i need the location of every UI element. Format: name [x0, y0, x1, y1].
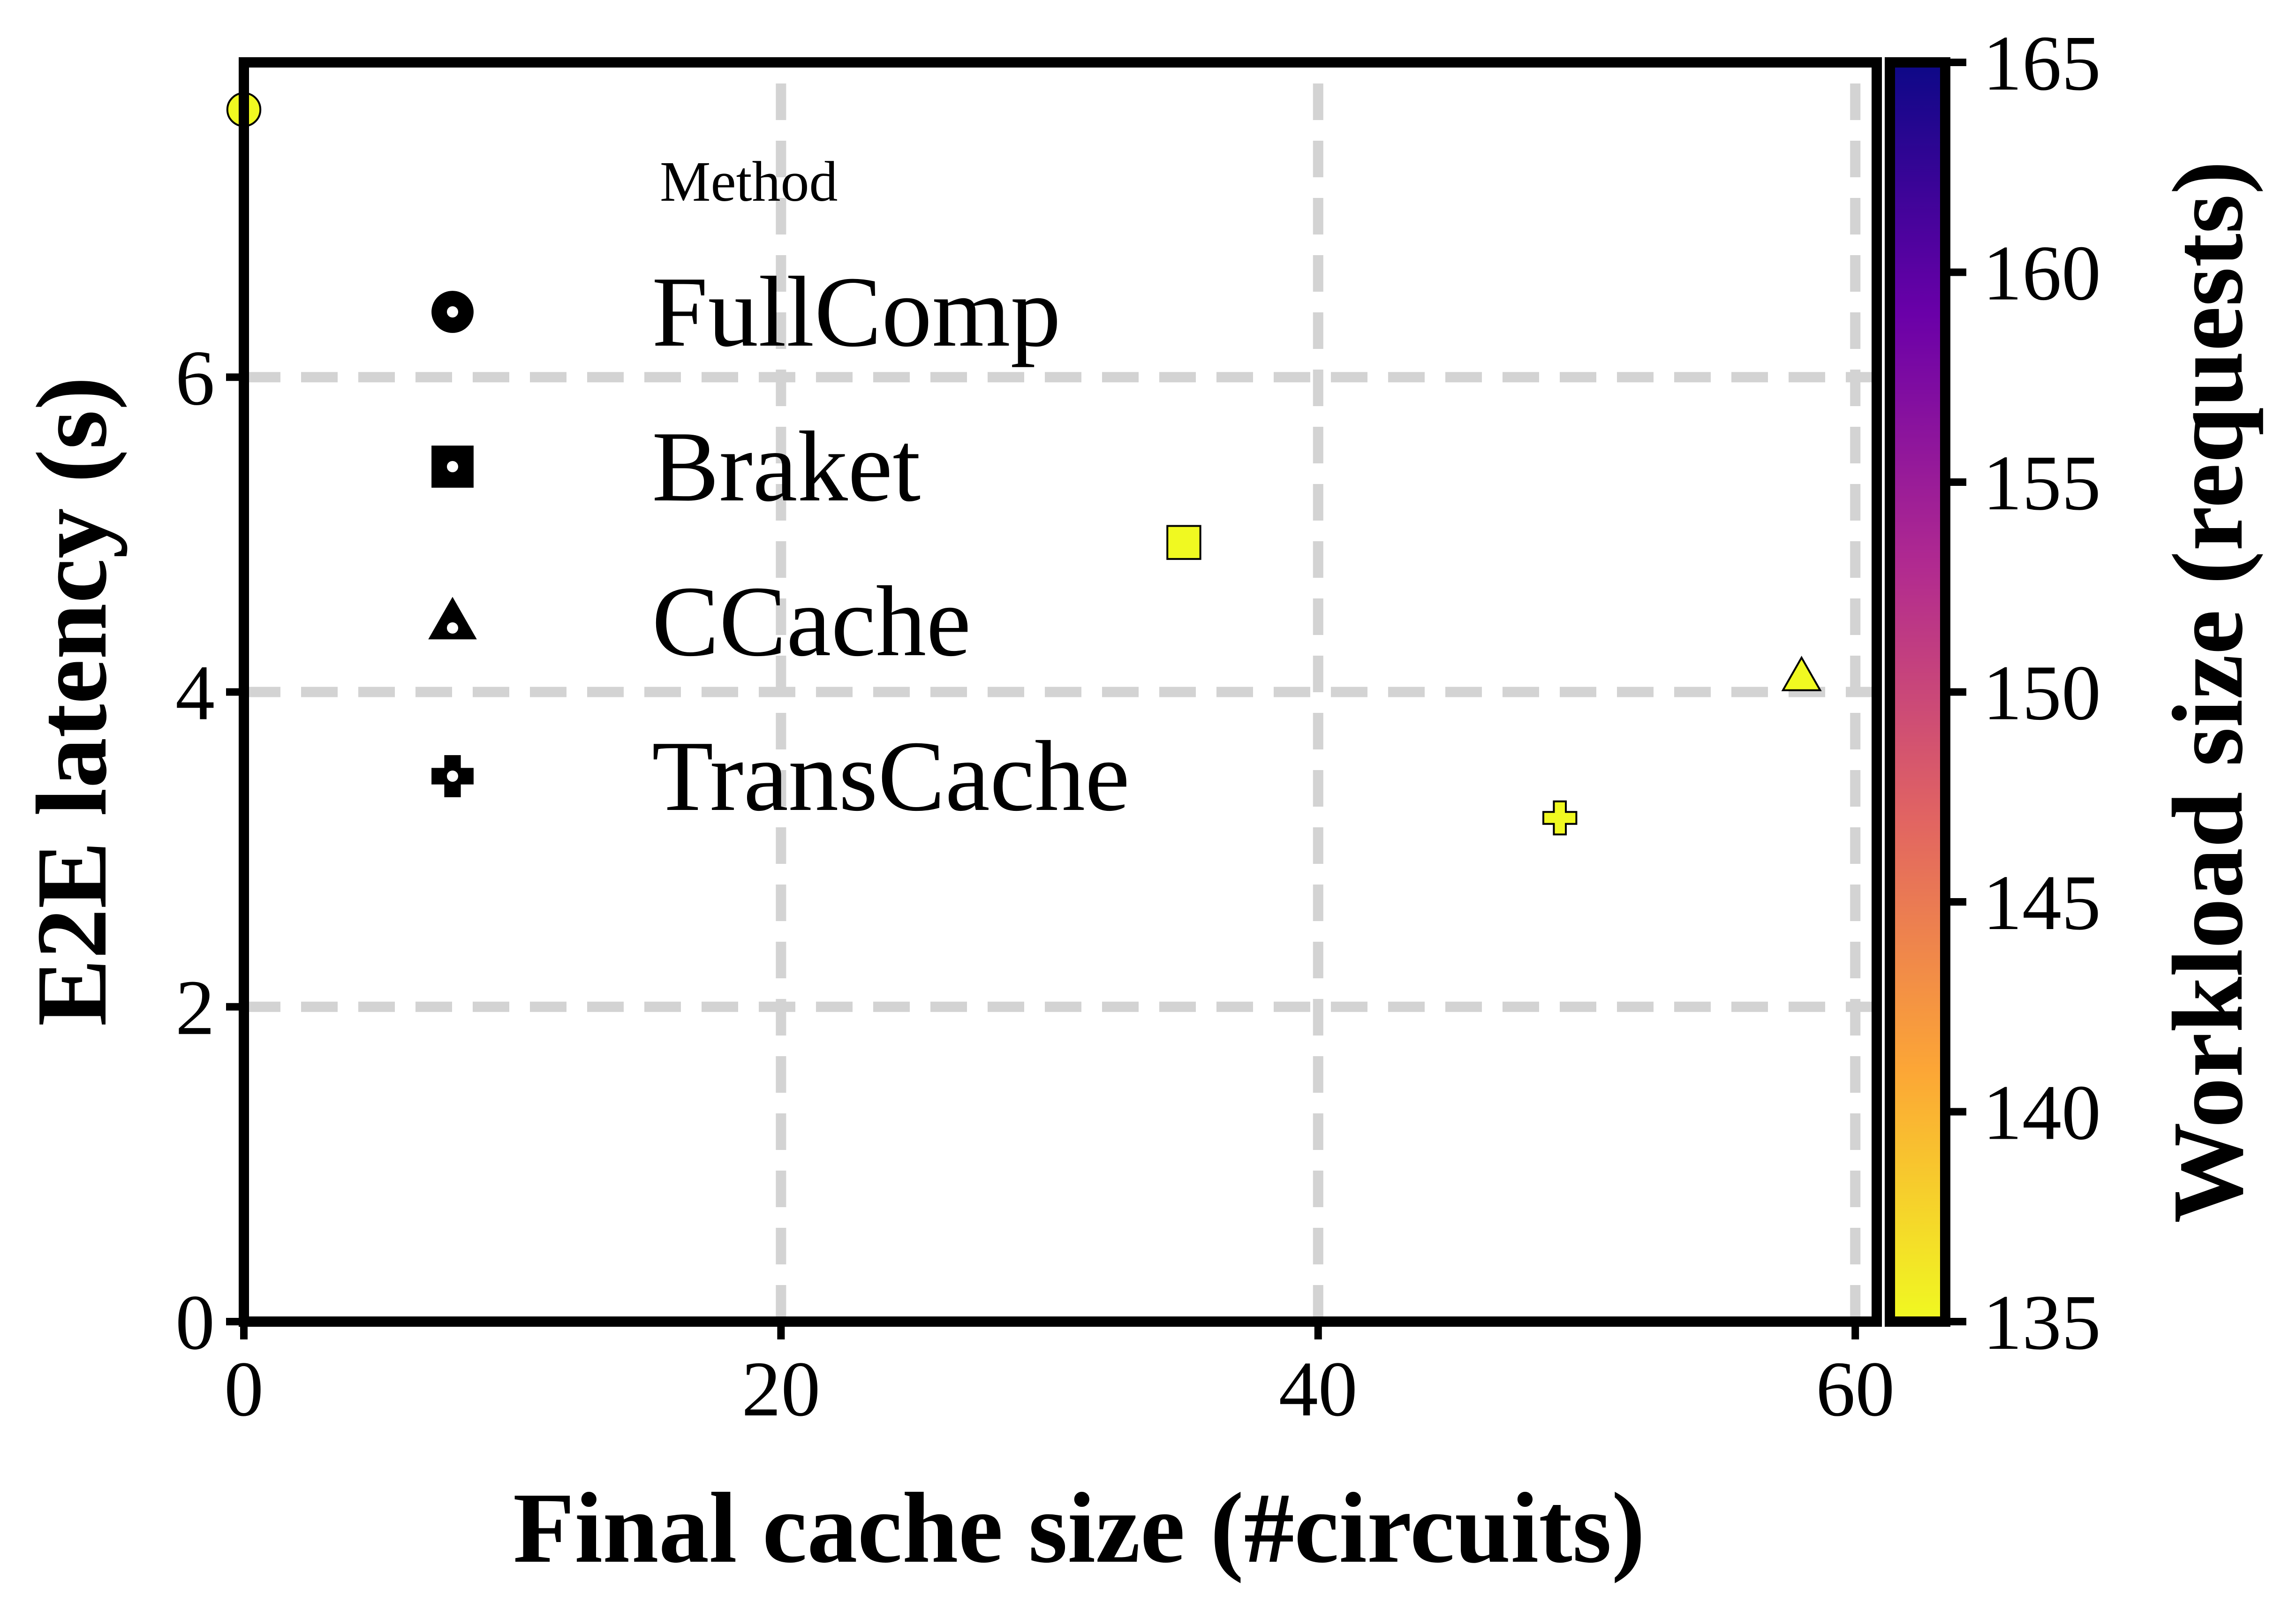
colorbar-tick-label: 155	[1983, 439, 2101, 527]
data-point-transcache	[1542, 800, 1578, 836]
colorbar-tick-label: 150	[1983, 650, 2101, 737]
x-axis-title: Final cache size (#circuits)	[513, 1472, 1645, 1584]
legend-label-braket: Braket	[652, 410, 921, 522]
y-tick-label: 2	[175, 964, 215, 1051]
legend-marker-center	[447, 622, 458, 634]
colorbar-gradient	[1890, 62, 1945, 1322]
legend-label-fullcomp: FullComp	[652, 256, 1061, 368]
grid-lines	[244, 62, 1877, 1322]
legend-title: Method	[660, 150, 838, 213]
x-tick-label: 20	[741, 1346, 820, 1433]
legend-marker-center	[447, 306, 458, 318]
colorbar-title: Workload size (requests)	[2152, 161, 2264, 1223]
colorbar-ticks: 135 140 145 150 155 160 165	[1945, 20, 2101, 1366]
y-axis-ticks: 0 2 4 6	[175, 334, 244, 1366]
colorbar-tick-label: 165	[1983, 20, 2101, 107]
data-point-ccache	[1781, 656, 1822, 691]
legend-marker-ccache	[428, 597, 477, 640]
data-point-braket	[1166, 525, 1201, 560]
x-axis-ticks: 0 20 40 60	[224, 1322, 1895, 1433]
y-tick-label: 6	[175, 334, 215, 422]
legend-marker-center	[447, 771, 458, 782]
y-tick-label: 0	[175, 1279, 215, 1366]
colorbar-tick-label: 160	[1983, 230, 2101, 317]
x-tick-label: 60	[1816, 1346, 1895, 1433]
legend-marker-center	[447, 461, 458, 472]
legend-label-transcache: TransCache	[652, 720, 1130, 832]
x-tick-label: 40	[1279, 1346, 1358, 1433]
legend: Method FullComp Braket CCache TransCache	[428, 150, 1130, 832]
colorbar-tick-label: 145	[1983, 859, 2101, 946]
colorbar: 135 140 145 150 155 160 165 Workload size (req…	[1885, 20, 2264, 1366]
legend-label-ccache: CCache	[652, 565, 971, 677]
colorbar-tick-label: 140	[1983, 1069, 2101, 1157]
y-axis-title: E2E latency (s)	[15, 377, 128, 1026]
y-tick-label: 4	[175, 650, 215, 737]
x-tick-label: 0	[224, 1346, 264, 1433]
colorbar-tick-label: 135	[1983, 1279, 2101, 1366]
